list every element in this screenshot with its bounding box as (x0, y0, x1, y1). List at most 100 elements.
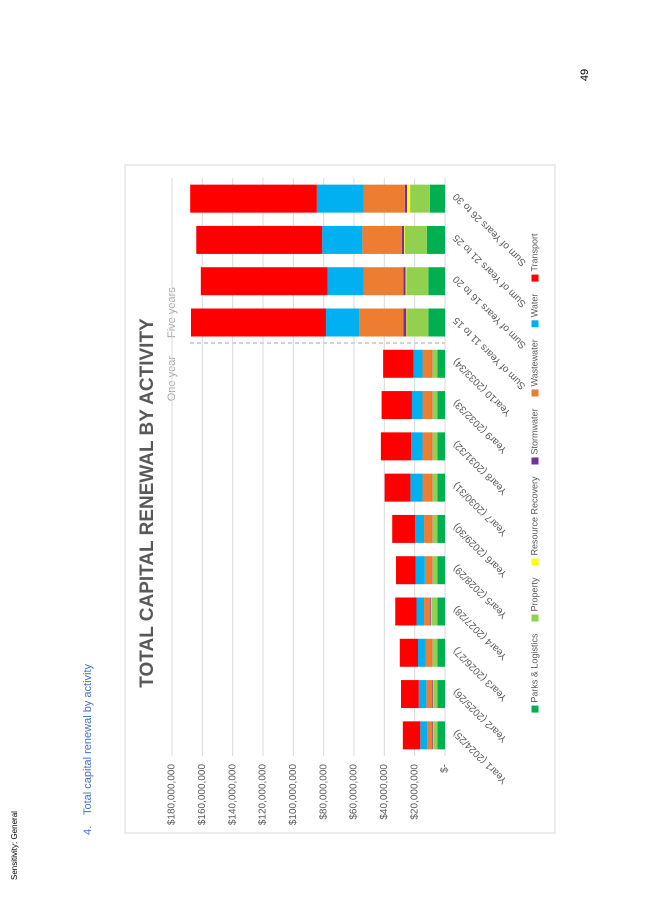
bar-segment (404, 225, 405, 254)
bar-segment (437, 473, 445, 502)
legend-label: Stormwater (529, 408, 539, 454)
bar-segment (437, 680, 445, 709)
bar-segment (437, 514, 445, 543)
bar-segment (405, 267, 407, 296)
legend-swatch (531, 389, 539, 397)
bar-segment (422, 349, 432, 378)
legend-swatch (531, 558, 539, 566)
y-tick-label: $180,000,000 (167, 764, 178, 826)
bar-segment (407, 184, 411, 213)
legend-label: Parks & Logistics (529, 633, 539, 703)
bar-segment (406, 267, 429, 296)
chart-title: TOTAL CAPITAL RENEWAL BY ACTIVITY (137, 318, 158, 688)
bar-segment (431, 597, 438, 626)
legend-swatch (531, 274, 539, 282)
bar-segment (431, 391, 433, 420)
y-tick-label: $160,000,000 (197, 764, 208, 826)
bar-segment (411, 432, 423, 461)
bar-segment (432, 556, 438, 585)
bar-segment (190, 308, 326, 337)
bar-segment (416, 597, 425, 626)
bar-segment (426, 680, 433, 709)
bar-segment (432, 638, 438, 667)
bar-segment (427, 721, 433, 750)
bar-segment (327, 267, 364, 296)
bar-segment (424, 514, 432, 543)
legend-label: Water (529, 294, 539, 318)
bar-segment (432, 432, 438, 461)
bar-segment (401, 225, 405, 254)
bar-segment (363, 184, 405, 213)
section-number: 4. (82, 826, 94, 835)
bar-segment (432, 721, 434, 750)
bar-segment (359, 308, 404, 337)
bar-segment (437, 432, 445, 461)
legend-label: Transport (529, 233, 539, 272)
y-tick-label: $100,000,000 (288, 764, 299, 826)
bar-segment (428, 308, 446, 337)
bar-segment (437, 349, 445, 378)
bar-segment (404, 184, 408, 213)
bar-segment (322, 225, 363, 254)
bar-segment (437, 597, 445, 626)
bar-segment (437, 721, 445, 750)
bar-segment (396, 556, 416, 585)
legend-label: Property (529, 577, 539, 612)
bar-segment (325, 308, 360, 337)
bar-segment (413, 349, 423, 378)
bar-segment (437, 556, 445, 585)
bar-segment (411, 391, 423, 420)
section-title: Total capital renewal by activity (82, 663, 94, 815)
bar-segment (384, 473, 411, 502)
bar-segment (403, 267, 406, 296)
legend-swatch (531, 614, 539, 622)
bar-segment (424, 556, 432, 585)
bar-segment (410, 473, 423, 502)
bar-segment (399, 638, 419, 667)
y-tick-label: $60,000,000 (349, 764, 360, 820)
page-number: 49 (579, 69, 591, 81)
bar-segment (425, 638, 432, 667)
bar-segment (414, 514, 425, 543)
bar-segment (422, 391, 432, 420)
bar-segment (363, 267, 404, 296)
bar-segment (432, 391, 438, 420)
bar-segment (395, 597, 417, 626)
bar-segment (362, 225, 402, 254)
bar-segment (406, 308, 408, 337)
bar-segment (431, 432, 433, 461)
legend-swatch (531, 457, 539, 465)
bar-segment (426, 225, 445, 254)
y-tick-label: $20,000,000 (409, 764, 420, 820)
bar-segment (415, 556, 425, 585)
y-tick-label: $40,000,000 (379, 764, 390, 820)
bar-segment (432, 349, 438, 378)
bar-segment (430, 597, 431, 626)
bar-segment (433, 721, 438, 750)
bar-segment (403, 308, 407, 337)
bar-segment (190, 184, 317, 213)
bar-segment (429, 184, 446, 213)
bar-segment (437, 638, 445, 667)
bar-segment (422, 473, 432, 502)
bar-segment (431, 556, 433, 585)
bar-segment (433, 680, 438, 709)
bar-segment (431, 514, 433, 543)
bar-segment (432, 680, 434, 709)
bar-segment (381, 391, 412, 420)
y-tick-label: $140,000,000 (227, 764, 238, 826)
bar-segment (420, 721, 428, 750)
bar-segment (407, 308, 429, 337)
bar-segment (200, 267, 328, 296)
legend-swatch (531, 320, 539, 328)
bar-segment (437, 391, 445, 420)
sensitivity-label: Sensitivity: General (10, 811, 19, 880)
legend-label: Wastewater (529, 339, 539, 386)
y-tick-label: $- (440, 764, 451, 773)
bar-segment (424, 597, 431, 626)
bar-segment (422, 432, 432, 461)
legend-label: Resource Recovery (529, 476, 539, 556)
bar-segment (402, 721, 421, 750)
